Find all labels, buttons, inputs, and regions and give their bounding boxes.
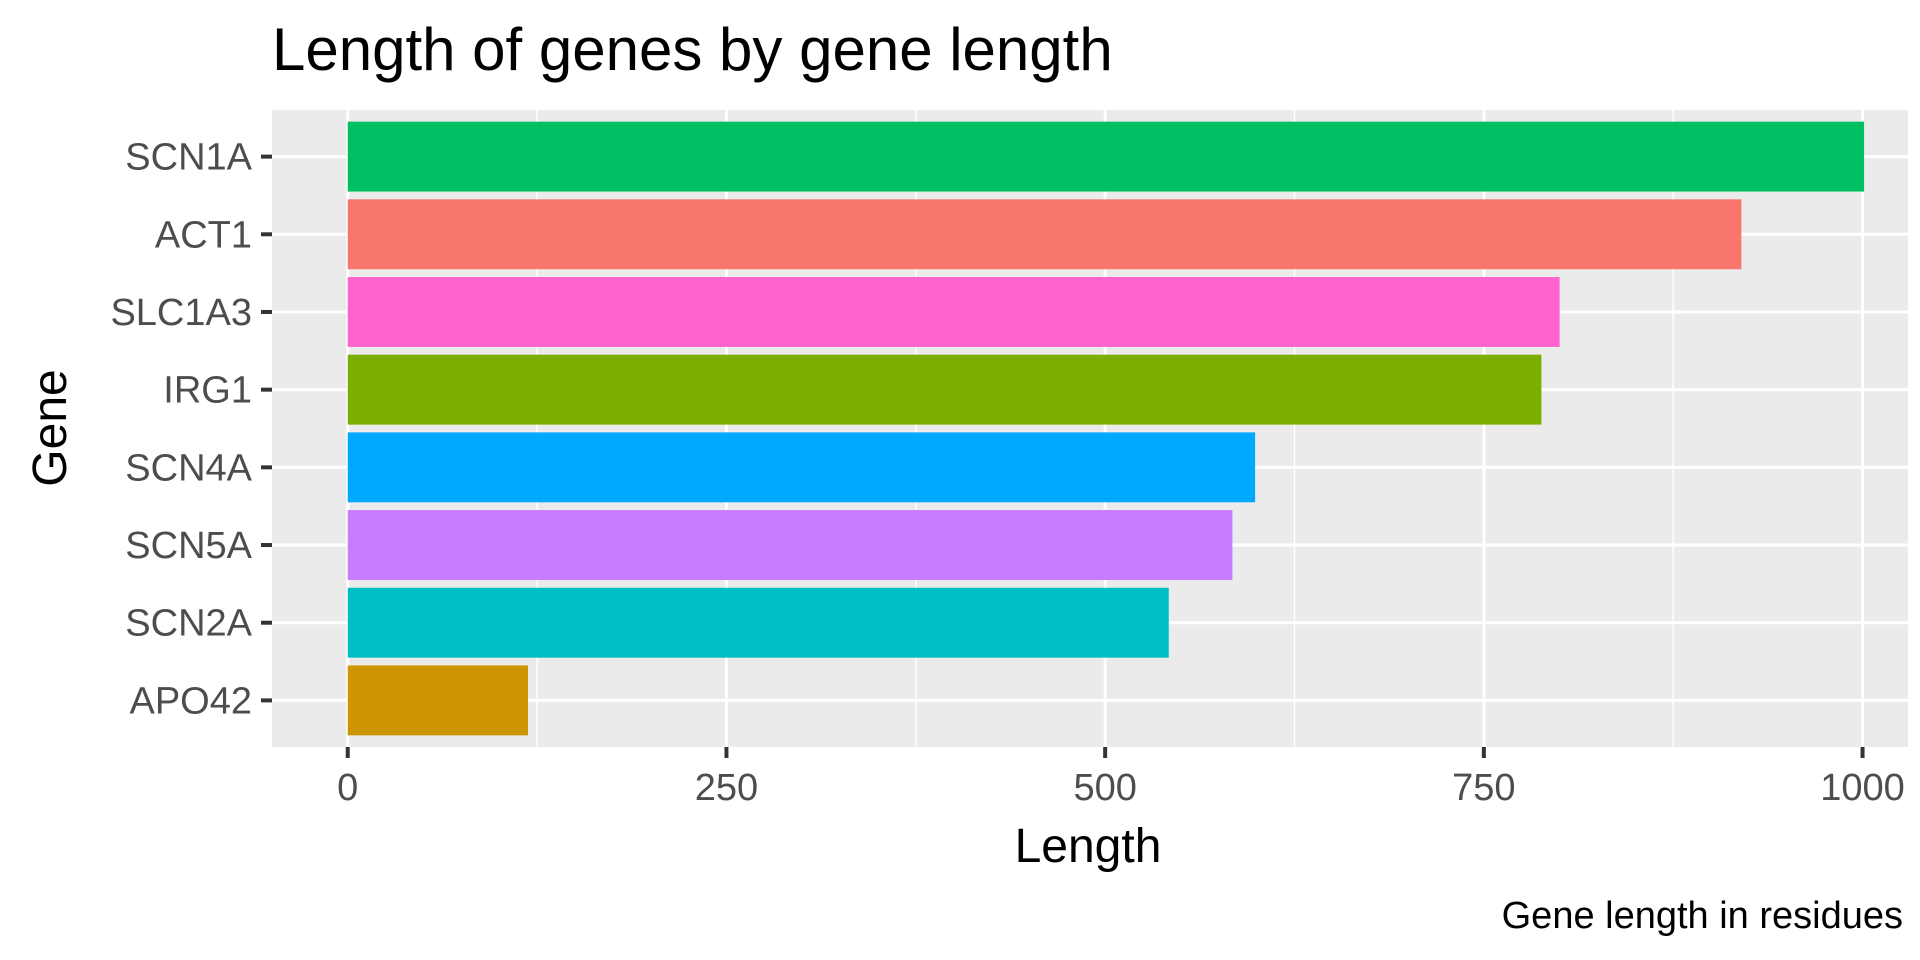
- y-tick-label: SCN2A: [125, 603, 252, 645]
- bar-slc1a3: [347, 277, 1560, 347]
- bar-act1: [347, 199, 1742, 270]
- y-axis: SCN1A ACT1 SLC1A3 IRG1 SCN4A SCN5A SCN2A APO42: [110, 137, 272, 722]
- x-axis: 0 250 500 750 1000: [337, 747, 1905, 809]
- x-tick-label: 750: [1452, 767, 1515, 809]
- bars: [347, 121, 1865, 736]
- y-tick-label: IRG1: [163, 370, 252, 412]
- x-tick-label: 500: [1073, 767, 1136, 809]
- y-tick-label: SCN5A: [125, 525, 252, 567]
- x-tick-label: 0: [337, 767, 358, 809]
- chart-title: Length of genes by gene length: [272, 16, 1113, 83]
- y-tick-label: SCN4A: [125, 447, 252, 489]
- bar-scn2a: [347, 587, 1169, 658]
- y-tick-label: APO42: [129, 680, 252, 722]
- x-tick-label: 1000: [1820, 767, 1905, 809]
- x-axis-title: Length: [1015, 820, 1162, 873]
- y-axis-title: Gene: [24, 369, 77, 486]
- chart-caption: Gene length in residues: [1502, 895, 1903, 937]
- bar-irg1: [347, 354, 1542, 425]
- bar-scn5a: [347, 510, 1233, 580]
- y-tick-label: ACT1: [155, 214, 252, 256]
- bar-scn4a: [347, 432, 1256, 503]
- x-tick-label: 250: [695, 767, 758, 809]
- bar-scn1a: [347, 121, 1865, 192]
- y-tick-label: SLC1A3: [110, 292, 252, 334]
- bar-apo42: [347, 665, 529, 736]
- y-tick-label: SCN1A: [125, 137, 252, 179]
